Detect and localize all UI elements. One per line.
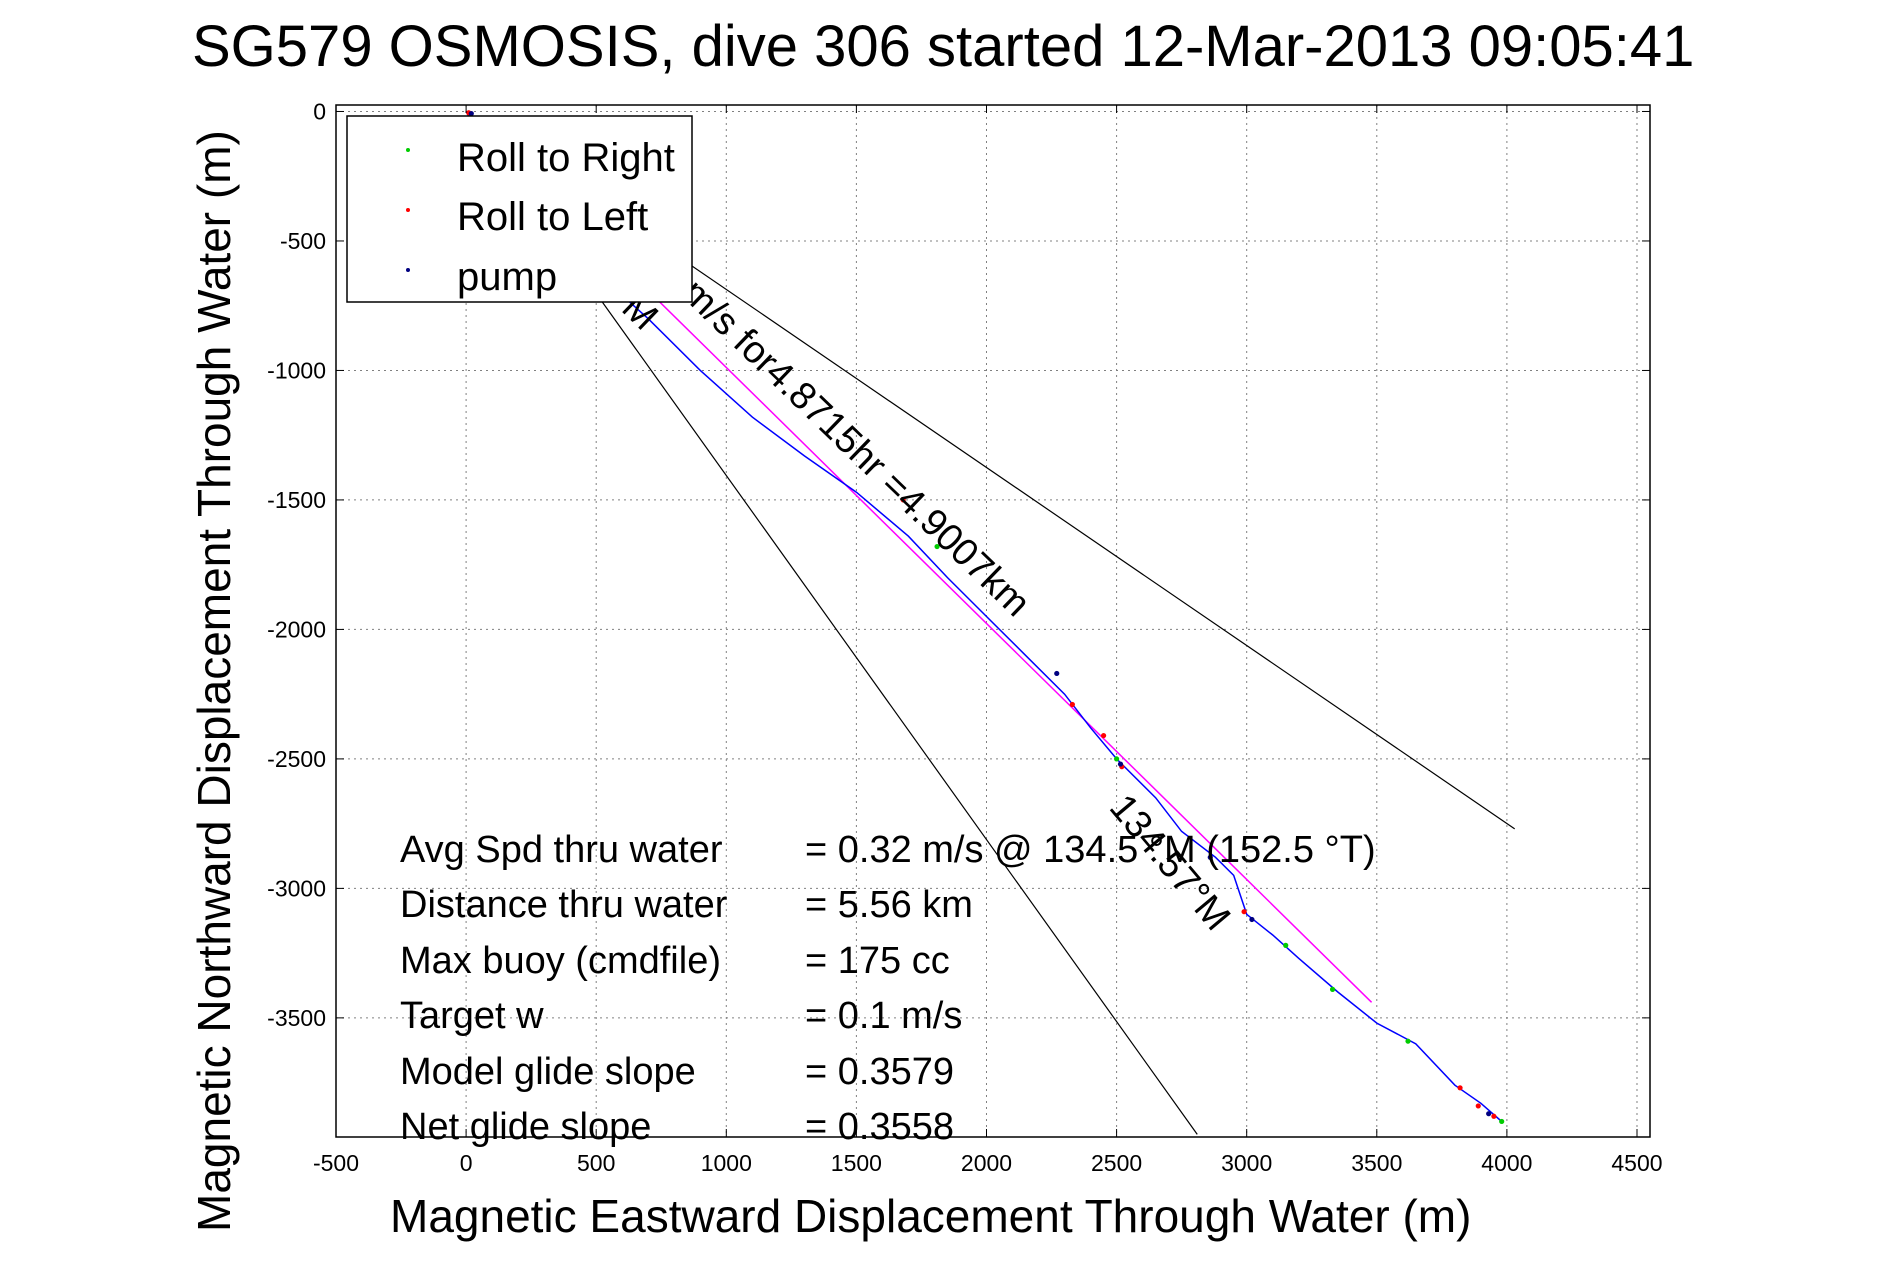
y-tick-label: -1500 [267, 487, 326, 513]
legend-marker-roll-right [406, 148, 410, 152]
marker-pump [468, 110, 474, 117]
marker-roll-to-left [1100, 732, 1107, 739]
stat-value-target-w: = 0.1 m/s [805, 995, 962, 1037]
x-tick-label: 1000 [701, 1150, 752, 1176]
legend-label-roll-left: Roll to Left [457, 195, 648, 239]
y-tick-label: -2000 [267, 616, 326, 642]
y-tick-label: -2500 [267, 746, 326, 772]
x-tick-label: 3500 [1351, 1150, 1402, 1176]
y-tick-label: -1000 [267, 357, 326, 383]
stat-label-distance: Distance thru water [400, 884, 728, 926]
marker-roll-to-left [1475, 1103, 1481, 1109]
legend-marker-roll-left [406, 208, 410, 212]
x-tick-label: 500 [577, 1150, 615, 1176]
marker-roll-to-right [934, 543, 940, 550]
chart-title: SG579 OSMOSIS, dive 306 started 12-Mar-2… [192, 14, 1694, 79]
stat-label-max-buoy: Max buoy (cmdfile) [400, 940, 721, 982]
marker-roll-to-right [1113, 756, 1120, 762]
stat-value-max-buoy: = 175 cc [805, 940, 950, 982]
marker-pump [1117, 761, 1124, 767]
marker-roll-to-right [1499, 1118, 1505, 1125]
track-line [465, 111, 1503, 1123]
legend-label-pump: pump [457, 255, 557, 299]
x-tick-label: 2000 [961, 1150, 1012, 1176]
plot-frame [335, 104, 1651, 1138]
marker-roll-to-right [1329, 986, 1336, 992]
stat-value-distance: = 5.56 km [805, 884, 973, 926]
marker-roll-to-right [1283, 942, 1289, 948]
x-tick-label: -500 [313, 1150, 359, 1176]
y-tick-label: -3000 [267, 875, 326, 901]
y-tick-label: 0 [313, 98, 326, 124]
legend-box [346, 115, 693, 303]
stat-label-target-w: Target w [400, 995, 544, 1037]
marker-pump [1486, 1111, 1492, 1117]
stat-value-avg-speed: = 0.32 m/s @ 134.5 °M (152.5 °T) [805, 829, 1376, 871]
stats-block: Avg Spd thru water = 0.32 m/s @ 134.5 °M… [400, 829, 1376, 1148]
y-axis-label: Magnetic Northward Displacement Through … [188, 130, 240, 1232]
x-tick-label: 4500 [1611, 1150, 1662, 1176]
marker-roll-to-right [1405, 1038, 1411, 1044]
legend-label-roll-right: Roll to Right [457, 136, 675, 180]
x-tick-label: 1500 [831, 1150, 882, 1176]
legend: Roll to Right Roll to Left pump [346, 115, 693, 303]
stat-label-avg-speed: Avg Spd thru water [400, 829, 723, 871]
x-axis-label: Magnetic Eastward Displacement Through W… [390, 1190, 1471, 1242]
axis-ticks: -500 0 500 1000 1500 2000 2500 3000 3500 4000 4500… [267, 98, 1662, 1176]
stat-value-model-glide: = 0.3579 [805, 1051, 954, 1093]
stat-label-model-glide: Model glide slope [400, 1051, 696, 1093]
stat-label-net-glide: Net glide slope [400, 1106, 651, 1148]
plot-markers [466, 110, 1505, 1125]
y-tick-label: -3500 [267, 1005, 326, 1031]
y-tick-label: -500 [280, 228, 326, 254]
marker-roll-to-left [1069, 701, 1075, 708]
x-tick-label: 2500 [1091, 1150, 1142, 1176]
marker-roll-to-left [1241, 909, 1247, 915]
marker-roll-to-left [1491, 1113, 1497, 1119]
marker-roll-to-left [900, 497, 906, 503]
x-tick-label: 4000 [1481, 1150, 1532, 1176]
marker-roll-to-left [1457, 1085, 1463, 1091]
marker-pump [1054, 670, 1060, 677]
legend-marker-pump [406, 268, 410, 272]
stat-value-net-glide: = 0.3558 [805, 1106, 954, 1148]
x-tick-label: 3000 [1221, 1150, 1272, 1176]
x-tick-label: 0 [460, 1150, 473, 1176]
marker-pump [1249, 916, 1255, 923]
marker-pump [1207, 854, 1213, 860]
